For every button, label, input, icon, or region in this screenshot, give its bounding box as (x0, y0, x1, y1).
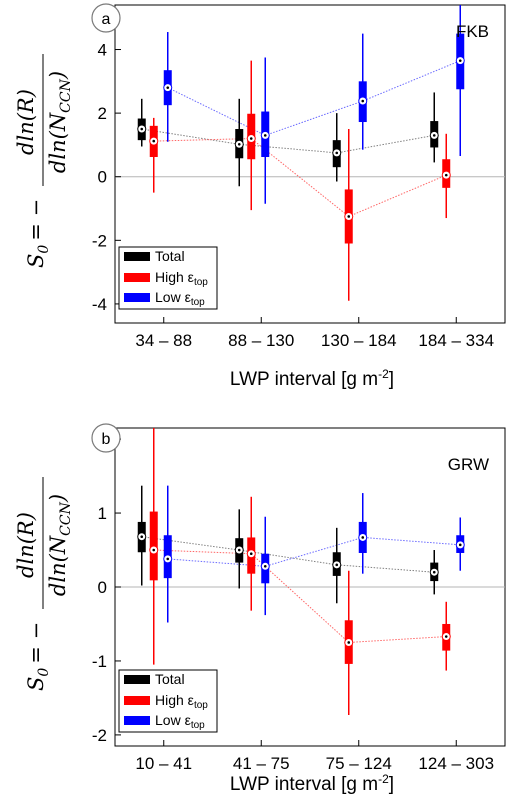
panel-b-median-dot (237, 548, 241, 552)
panel-b-legend-swatch-high (124, 696, 150, 705)
panel-a-series-line-0 (141, 128, 435, 154)
panel-b-y-axis-label: S0 = − dln(R) dln(NCCN) (14, 477, 74, 691)
ylabel-b-denominator: dln(N (46, 535, 70, 596)
panel-a-y-axis-label: S0 = − dln(R) dln(NCCN) (14, 54, 74, 268)
panel-b-letter: b (102, 431, 111, 448)
ylabel-b-numerator: dln(R) (14, 512, 38, 578)
ylabel-a-denominator-close: ) (46, 71, 70, 80)
panel-a-median-dot (152, 139, 156, 143)
panel-b-letter-badge (91, 423, 121, 453)
panel-a-legend-low: Low εtop (155, 289, 205, 308)
panel-b-series-line-0 (141, 536, 435, 573)
panel-b-x-axis-label: LWP interval [g m-2] (230, 772, 394, 795)
panel-b-median-dot (263, 564, 267, 568)
ylabel-b-denominator-sub: CCN (58, 501, 74, 535)
panel-a-legend-swatch-low (124, 293, 150, 302)
panel-a-y-tick-label: -4 (92, 295, 107, 314)
panel-a-x-tick-label: 130 – 184 (321, 331, 397, 350)
ylabel-a-lhs-sub: 0 (36, 245, 52, 254)
svg-text:dln(NCCN): dln(NCCN) (46, 494, 74, 596)
panel-a-y-tick-label: -2 (92, 231, 107, 250)
panel-b-y-tick-label: 0 (98, 578, 107, 597)
panel-a-median-dot (444, 173, 448, 177)
panel-a-x-axis-label: LWP interval [g m-2] (230, 367, 394, 390)
panel-b-legend: Total High εtop Low εtop (118, 669, 218, 733)
ylabel-a-denominator-sub: CCN (58, 78, 74, 112)
panel-b-y-tick-label: -1 (92, 652, 107, 671)
panel-b-median-dot (347, 641, 351, 644)
panel-a-plot-area: -4 -2 0 2 4 34 – 88 88 – 130 130 – 184 184 – 334 (92, 5, 505, 350)
panel-b-site-label: GRW (448, 455, 489, 474)
panel-b-median-dot (140, 535, 144, 539)
panel-b-median-dot (249, 552, 253, 556)
ylabel-b-lhs-sub: 0 (36, 668, 52, 677)
ylabel-a-denominator: dln(N (46, 112, 70, 173)
panel-a-median-dot (140, 127, 144, 131)
panel-b-legend-low: Low εtop (155, 712, 205, 731)
panel-a-median-dot (432, 134, 436, 137)
panel-b-y-tick-label: -2 (92, 726, 107, 745)
panel-a-legend-high: High εtop (155, 269, 208, 288)
panel-a-x-tick-label: 184 – 334 (418, 331, 494, 350)
panel-a-series-line-2 (167, 60, 461, 136)
panel-a-x-tick-label: 34 – 88 (135, 331, 192, 350)
ylabel-a-lhs: S (24, 254, 48, 268)
svg-text:S0= −: S0 = − (24, 199, 52, 268)
panel-a-chart: -4 -2 0 2 4 34 – 88 88 – 130 130 – 184 184 – 334… (14, 3, 506, 390)
panel-a-legend-swatch-total (124, 252, 150, 261)
panel-a-legend-total: Total (155, 248, 185, 264)
panel-b-median-dot (335, 563, 339, 567)
panel-b-median-dot (361, 536, 365, 539)
panel-b-median-dot (152, 548, 156, 552)
panel-a-letter-badge (91, 3, 121, 33)
panel-a-median-dot (237, 142, 241, 146)
panel-a-x-tick-label: 88 – 130 (228, 331, 294, 350)
panel-a-median-dot (335, 151, 339, 155)
panel-b-y-tick-label: 1 (98, 504, 107, 523)
ylabel-b-lhs: S (24, 677, 48, 691)
panel-a-median-dot (458, 59, 462, 62)
panel-b-median-dot (166, 557, 170, 561)
panel-a-y-tick-label: 2 (98, 104, 107, 123)
panel-b-legend-high: High εtop (155, 692, 208, 711)
panel-b-median-dot (444, 635, 448, 638)
panel-a-site-label: FKB (456, 22, 489, 41)
panel-b-median-dot (432, 570, 436, 574)
panel-b-x-tick-label: 41 – 75 (233, 754, 290, 773)
panel-b-series-line-2 (167, 536, 461, 567)
panel-a-letter: a (102, 11, 111, 28)
panel-a-y-tick-label: 0 (98, 168, 107, 187)
panel-a-median-dot (166, 86, 170, 89)
panel-a-median-dot (347, 215, 351, 218)
panel-a-series-line-1 (153, 138, 447, 218)
panel-b-x-tick-label: 75 – 124 (326, 754, 392, 773)
ylabel-b-eq: = − (24, 622, 48, 664)
panel-a-y-tick-label: 4 (98, 41, 107, 60)
panel-b-legend-swatch-total (124, 675, 150, 684)
panel-a-legend: Total High εtop Low εtop (118, 246, 218, 310)
svg-text:S0= −: S0 = − (24, 622, 52, 691)
panel-a-median-dot (263, 134, 267, 137)
panel-b-x-tick-label: 124 – 303 (418, 754, 494, 773)
panel-b-legend-total: Total (155, 671, 185, 687)
svg-text:dln(NCCN): dln(NCCN) (46, 71, 74, 173)
panel-b-legend-swatch-low (124, 716, 150, 725)
panel-b-median-dot (458, 543, 462, 547)
panel-a-median-dot (249, 137, 253, 140)
ylabel-a-eq: = − (24, 199, 48, 241)
ylabel-b-denominator-close: ) (46, 494, 70, 503)
panel-a-legend-swatch-high (124, 273, 150, 282)
ylabel-a-numerator: dln(R) (14, 89, 38, 155)
panel-b-series-line-1 (153, 549, 447, 643)
panel-b-x-tick-label: 10 – 41 (135, 754, 192, 773)
panel-a-median-dot (361, 99, 365, 103)
